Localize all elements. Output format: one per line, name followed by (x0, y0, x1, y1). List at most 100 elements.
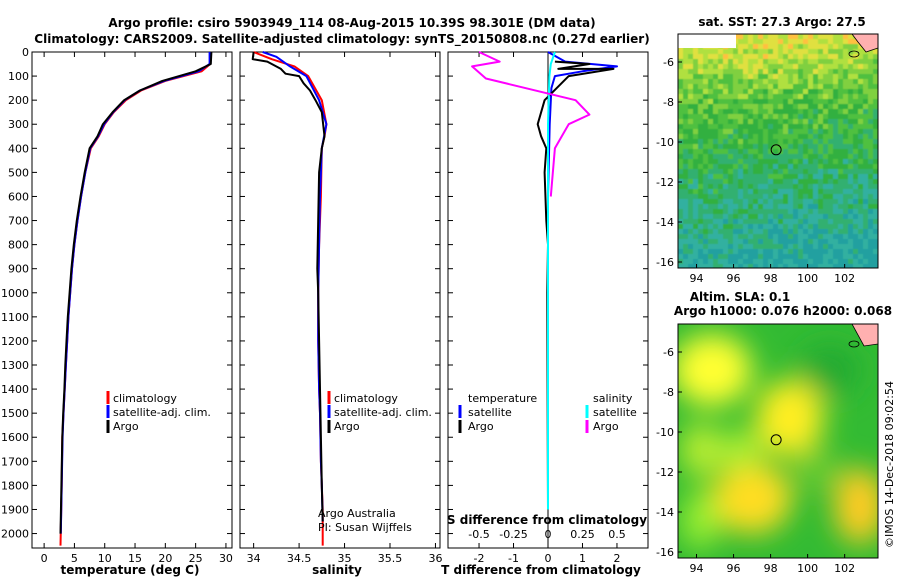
temperature-axes-frame (31, 51, 233, 549)
x-tick-label: 0 (545, 552, 552, 565)
x-tick-label: 30 (219, 552, 233, 565)
secondary-tick-label: -0.5 (468, 528, 489, 541)
annotation-pi: PI: Susan Wijffels (318, 521, 412, 534)
legend-label-climatology: climatology (113, 392, 177, 405)
x-tick-label: 2 (613, 552, 620, 565)
x-tick-label: 20 (158, 552, 172, 565)
annotation-argo-australia: Argo Australia (318, 507, 396, 520)
sla-profile-location-marker (770, 434, 782, 446)
x-tick-label: 0 (41, 552, 48, 565)
legend-temperature-header: temperature (468, 392, 537, 405)
legend-label-climatology: climatology (334, 392, 398, 405)
legend-label-satellite: satellite-adj. clim. (113, 406, 211, 419)
legend-label-temp-argo: Argo (468, 420, 494, 433)
y-tick-label: 1600 (1, 431, 29, 444)
x-tick-label: 1 (579, 552, 586, 565)
map-x-tick-label: 100 (797, 272, 818, 285)
salinity-panel: 34 34.5 35 35.5 36 climatology satellite-adj… (239, 51, 442, 577)
series-line-salinity-satellite (547, 51, 556, 510)
series-line-temperature-satellite (547, 51, 618, 510)
secondary-tick-label: -0.25 (499, 528, 527, 541)
sst-missing-data (678, 34, 736, 48)
x-tick-label: 35.5 (378, 552, 403, 565)
sst-coastline (851, 34, 878, 53)
x-tick-label: 35 (338, 552, 352, 565)
x-tick-label: 36 (428, 552, 442, 565)
salinity-xlabel: salinity (312, 563, 362, 577)
series-line-climatology (253, 51, 328, 546)
y-tick-label: 200 (8, 94, 29, 107)
legend-label-sal-argo: Argo (593, 420, 619, 433)
sst-island (848, 50, 860, 58)
sst-map-title: sat. SST: 27.3 Argo: 27.5 (698, 15, 865, 29)
legend-label-satellite: satellite-adj. clim. (334, 406, 432, 419)
secondary-tick-label: 0.5 (608, 528, 626, 541)
map-x-tick-label: 96 (727, 272, 741, 285)
map-y-tick-label: -16 (656, 546, 674, 559)
map-x-tick-label: 94 (690, 562, 704, 575)
legend-label-temp-satellite: satellite (468, 406, 512, 419)
map-y-tick-label: -8 (663, 386, 674, 399)
x-tick-label: -1 (508, 552, 519, 565)
map-x-tick-label: 102 (834, 272, 855, 285)
sla-map-frame (677, 323, 879, 559)
map-x-tick-label: 100 (797, 562, 818, 575)
difference-xlabel-secondary: S difference from climatology (447, 513, 647, 527)
map-y-tick-label: -14 (656, 506, 674, 519)
imos-credit: ©IMOS 14-Dec-2018 09:02:54 (883, 381, 896, 548)
series-line-argo (59, 51, 213, 534)
map-y-tick-label: -8 (663, 96, 674, 109)
temperature-panel: 0 5 10 15 20 25 300100200300400500600700800900… (1, 46, 233, 577)
y-tick-label: 600 (8, 190, 29, 203)
x-tick-label: 10 (98, 552, 112, 565)
temperature-legend: climatology satellite-adj. clim. Argo (106, 391, 211, 433)
series-line-argo (251, 51, 326, 522)
map-x-tick-label: 94 (690, 272, 704, 285)
secondary-tick-label: 0 (545, 528, 552, 541)
map-y-tick-label: -10 (656, 426, 674, 439)
map-y-tick-label: -10 (656, 136, 674, 149)
y-tick-label: 1900 (1, 503, 29, 516)
sla-field (678, 334, 878, 550)
difference-panel: -2 -1 0 1 2 temperature satellite Argo salin… (441, 51, 649, 577)
y-tick-label: 1800 (1, 479, 29, 492)
y-tick-label: 2000 (1, 528, 29, 541)
secondary-tick-label: 0.25 (570, 528, 595, 541)
legend-label-argo: Argo (334, 420, 360, 433)
x-tick-label: -2 (474, 552, 485, 565)
map-x-tick-label: 102 (834, 562, 855, 575)
sst-profile-location-marker (770, 144, 782, 156)
legend-label-sal-satellite: satellite (593, 406, 637, 419)
title-line-2: Climatology: CARS2009. Satellite-adjuste… (34, 32, 649, 47)
map-y-tick-label: -6 (663, 346, 674, 359)
y-tick-label: 400 (8, 142, 29, 155)
y-tick-label: 900 (8, 263, 29, 276)
difference-legend: temperature satellite Argo salinity sate… (458, 392, 637, 433)
series-line-satellite-adj-clim- (262, 51, 328, 522)
series-line-satellite-adj-clim- (59, 52, 211, 534)
map-y-tick-label: -6 (663, 56, 674, 69)
y-tick-label: 1700 (1, 455, 29, 468)
y-tick-label: 1400 (1, 383, 29, 396)
map-x-tick-label: 98 (764, 272, 778, 285)
series-line-climatology (59, 51, 212, 546)
x-tick-label: 5 (71, 552, 78, 565)
y-tick-label: 500 (8, 166, 29, 179)
sla-island (848, 340, 860, 348)
legend-label-argo: Argo (113, 420, 139, 433)
map-y-tick-label: -12 (656, 176, 674, 189)
y-tick-label: 700 (8, 215, 29, 228)
sla-map-panel: Altim. SLA: 0.1 Argo h1000: 0.076 h2000:… (656, 290, 892, 575)
map-y-tick-label: -12 (656, 466, 674, 479)
salinity-axes-frame (239, 51, 441, 549)
map-y-tick-label: -14 (656, 216, 674, 229)
sla-map-title-1: Altim. SLA: 0.1 (690, 290, 791, 304)
series-line-salinity-argo (471, 51, 591, 197)
x-tick-label: 34.5 (287, 552, 312, 565)
salinity-legend: climatology satellite-adj. clim. Argo (327, 391, 432, 433)
difference-xlabel: T difference from climatology (441, 563, 641, 577)
y-tick-label: 0 (22, 46, 29, 59)
y-tick-label: 1000 (1, 287, 29, 300)
legend-salinity-header: salinity (593, 392, 633, 405)
